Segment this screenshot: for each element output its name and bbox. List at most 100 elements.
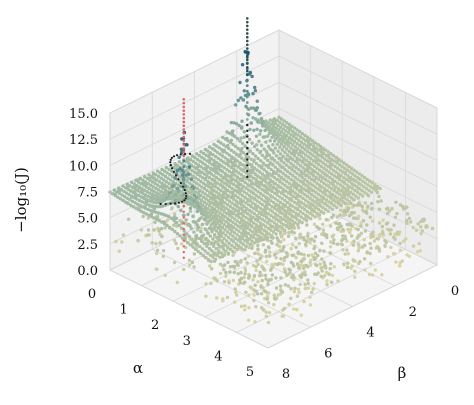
data-point [284, 210, 289, 214]
data-point [264, 224, 268, 229]
data-point [256, 156, 260, 161]
data-point [305, 209, 309, 214]
trail-point [170, 156, 173, 159]
data-point [222, 280, 227, 284]
data-point [278, 284, 283, 288]
data-point [352, 211, 356, 215]
data-point [278, 230, 283, 234]
data-point [159, 176, 163, 180]
data-point [362, 190, 367, 194]
data-point [297, 138, 301, 142]
data-point [176, 189, 180, 193]
data-point [285, 139, 290, 143]
peak-point [245, 89, 249, 93]
trail-point [245, 73, 249, 77]
data-point [270, 273, 275, 277]
data-point [341, 185, 345, 189]
data-point [318, 144, 323, 149]
data-point [274, 276, 278, 280]
data-point [176, 204, 180, 209]
data-point [358, 192, 362, 196]
data-point [277, 262, 281, 266]
trail-point [245, 54, 249, 58]
data-point [259, 117, 264, 121]
data-point [222, 223, 226, 227]
trail-point [169, 202, 172, 205]
data-point [366, 204, 370, 209]
data-point [365, 251, 369, 255]
data-point [346, 188, 350, 193]
data-point [270, 204, 274, 209]
trail-point [246, 135, 249, 138]
data-point [192, 193, 197, 198]
data-point [368, 251, 372, 256]
trail-point [182, 256, 185, 260]
data-point [324, 266, 328, 270]
data-point [336, 279, 340, 283]
data-point [236, 146, 240, 151]
data-point [174, 193, 178, 197]
data-point [300, 272, 304, 277]
data-point [120, 240, 124, 244]
data-point [213, 240, 218, 244]
data-point [196, 225, 201, 230]
data-point [198, 244, 202, 249]
data-point [281, 139, 285, 143]
data-point [283, 283, 287, 287]
data-point [256, 280, 260, 284]
data-point [227, 281, 231, 285]
data-point [281, 314, 286, 318]
data-point [257, 195, 261, 199]
data-point [151, 209, 155, 213]
data-point [247, 306, 251, 310]
data-point [251, 201, 255, 205]
data-point [149, 214, 154, 219]
data-point [219, 221, 224, 225]
data-point [233, 179, 238, 183]
data-point [325, 159, 330, 163]
data-point [228, 232, 232, 236]
data-point [315, 211, 319, 215]
data-point [280, 211, 284, 216]
data-point [242, 190, 246, 194]
data-point [273, 297, 278, 301]
trail-point [179, 181, 183, 185]
data-point [194, 181, 199, 185]
data-point [155, 183, 160, 187]
grid-line-z [278, 29, 438, 109]
data-point [253, 188, 258, 192]
data-point [296, 251, 301, 256]
trail-point [177, 178, 180, 181]
data-point [330, 157, 334, 161]
data-point [146, 181, 150, 186]
data-point [247, 237, 251, 241]
data-point [304, 183, 308, 187]
data-point [267, 202, 271, 207]
data-point [273, 262, 277, 266]
trail-point [182, 101, 186, 105]
data-point [248, 228, 252, 232]
data-point [300, 191, 304, 195]
data-point [165, 171, 169, 175]
data-point [349, 190, 353, 195]
data-point [305, 223, 309, 227]
data-point [200, 190, 205, 194]
data-point [338, 213, 342, 217]
data-point [305, 135, 310, 139]
data-point [285, 153, 290, 157]
data-point [248, 70, 253, 75]
data-point [265, 200, 270, 204]
data-point [345, 261, 350, 265]
data-point [372, 239, 377, 243]
data-point [278, 179, 282, 184]
data-point [266, 282, 270, 287]
data-point [287, 149, 291, 153]
data-point [236, 272, 240, 276]
grid-line-z [278, 81, 438, 161]
data-point [265, 206, 270, 210]
data-point [207, 161, 212, 165]
data-point [353, 275, 357, 279]
data-point [248, 127, 252, 132]
data-point [271, 200, 276, 205]
data-point [330, 172, 334, 176]
